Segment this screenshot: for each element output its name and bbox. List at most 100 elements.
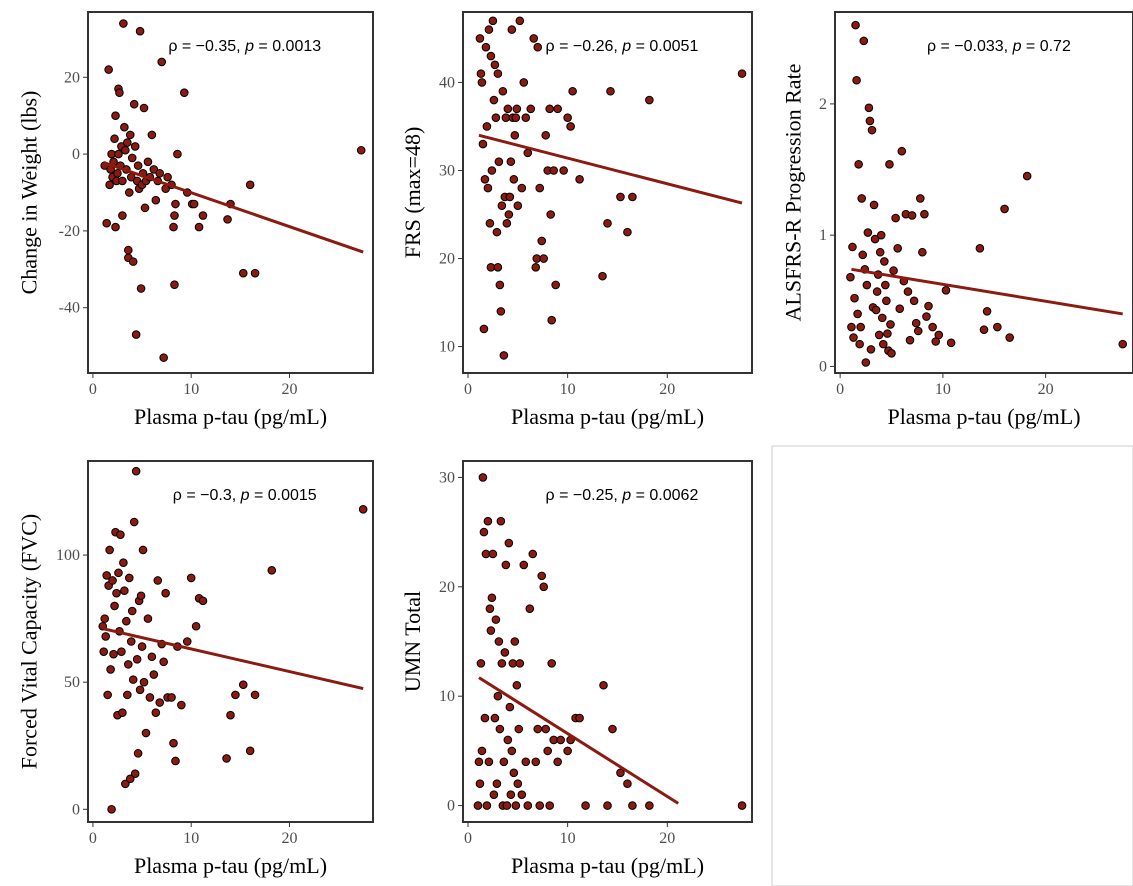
data-point [598,271,607,281]
data-point [151,708,161,717]
data-point [126,637,136,646]
data-point [503,735,513,745]
data-point [480,174,490,184]
y-axis-title: Change in Weight (lbs) [17,91,42,295]
data-point [533,42,543,52]
data-point [489,790,499,799]
data-point [135,685,145,695]
data-point [502,219,512,228]
data-point [250,690,260,700]
x-tick-label: 10 [183,830,199,847]
y-tick-label: 20 [64,69,80,86]
x-tick-label: 20 [659,381,675,398]
data-point [853,309,862,319]
data-point [473,801,483,810]
data-point [476,69,486,78]
data-point [515,659,525,668]
data-point [866,345,876,354]
data-point [492,227,502,237]
data-point [131,330,141,339]
data-point [893,243,902,253]
data-point [145,693,155,702]
data-point [484,757,494,767]
y-tick-label: 2 [819,96,827,113]
data-point [356,145,366,155]
data-point [547,659,556,668]
data-point [549,166,558,175]
data-point [478,139,488,149]
data-point [111,111,120,120]
data-point [488,16,498,26]
data-point [487,593,497,603]
data-point [238,268,248,278]
data-point [523,148,533,158]
data-point [504,538,514,548]
data-point [123,660,133,669]
data-point [946,338,956,348]
plot-frame [462,460,753,823]
correlation-annotation: ρ = −0.25, p = 0.0062 [546,487,699,504]
chart-panel-2: 0 10 20 10 20 30 40 Plasma p-tau (pg/mL) FRS (ma… [400,11,753,429]
data-point [905,335,915,345]
data-point [504,210,514,219]
x-tick-label: 10 [183,381,199,398]
regression-line [851,267,1123,316]
data-point [537,236,547,246]
data-point [979,325,989,334]
regression-line [478,133,743,205]
y-axis-title: Forced Vital Capacity (FVC) [17,514,42,770]
data-point [222,754,231,763]
data-point [616,192,625,202]
data-point [485,219,495,228]
data-point [123,138,132,147]
data-point [510,130,520,140]
data-point [128,257,138,266]
x-tick-label: 20 [281,381,297,398]
y-tick-label: 10 [439,339,455,356]
x-tick-label: 0 [464,830,472,847]
data-point [475,34,485,43]
data-point [517,790,527,799]
data-point [623,779,632,789]
data-point [245,746,255,756]
data-point [171,756,180,766]
x-tick-label: 20 [1038,381,1054,398]
data-point [513,201,523,211]
data-point [109,649,118,659]
data-point [159,657,168,667]
data-point [566,122,575,131]
data-point [911,318,921,328]
data-point [526,104,536,114]
data-point [171,199,180,209]
data-point [545,104,555,114]
data-point [486,263,496,272]
data-point [871,305,881,315]
data-point [515,16,525,26]
data-point [549,735,558,745]
data-point [130,769,140,778]
data-point [127,606,137,616]
data-point [543,746,553,756]
correlation-annotation: ρ = −0.3, p = 0.0015 [173,487,317,504]
data-point [517,183,527,193]
data-point [489,95,499,105]
data-point [124,188,134,197]
data-point [623,227,632,237]
data-point [532,254,542,263]
data-point [506,157,516,166]
data-point [198,211,208,220]
data-point [975,243,985,253]
data-point [535,183,545,193]
x-axis-title: Plasma p-tau (pg/mL) [511,404,704,429]
x-axis-title: Plasma p-tau (pg/mL) [887,404,1080,429]
data-point [133,749,143,758]
data-point [575,174,584,184]
data-point [525,604,535,613]
data-point [479,324,489,334]
data-point [101,632,110,641]
data-point [250,268,260,278]
data-point [483,183,493,193]
data-point [488,549,498,559]
data-point [846,272,855,282]
